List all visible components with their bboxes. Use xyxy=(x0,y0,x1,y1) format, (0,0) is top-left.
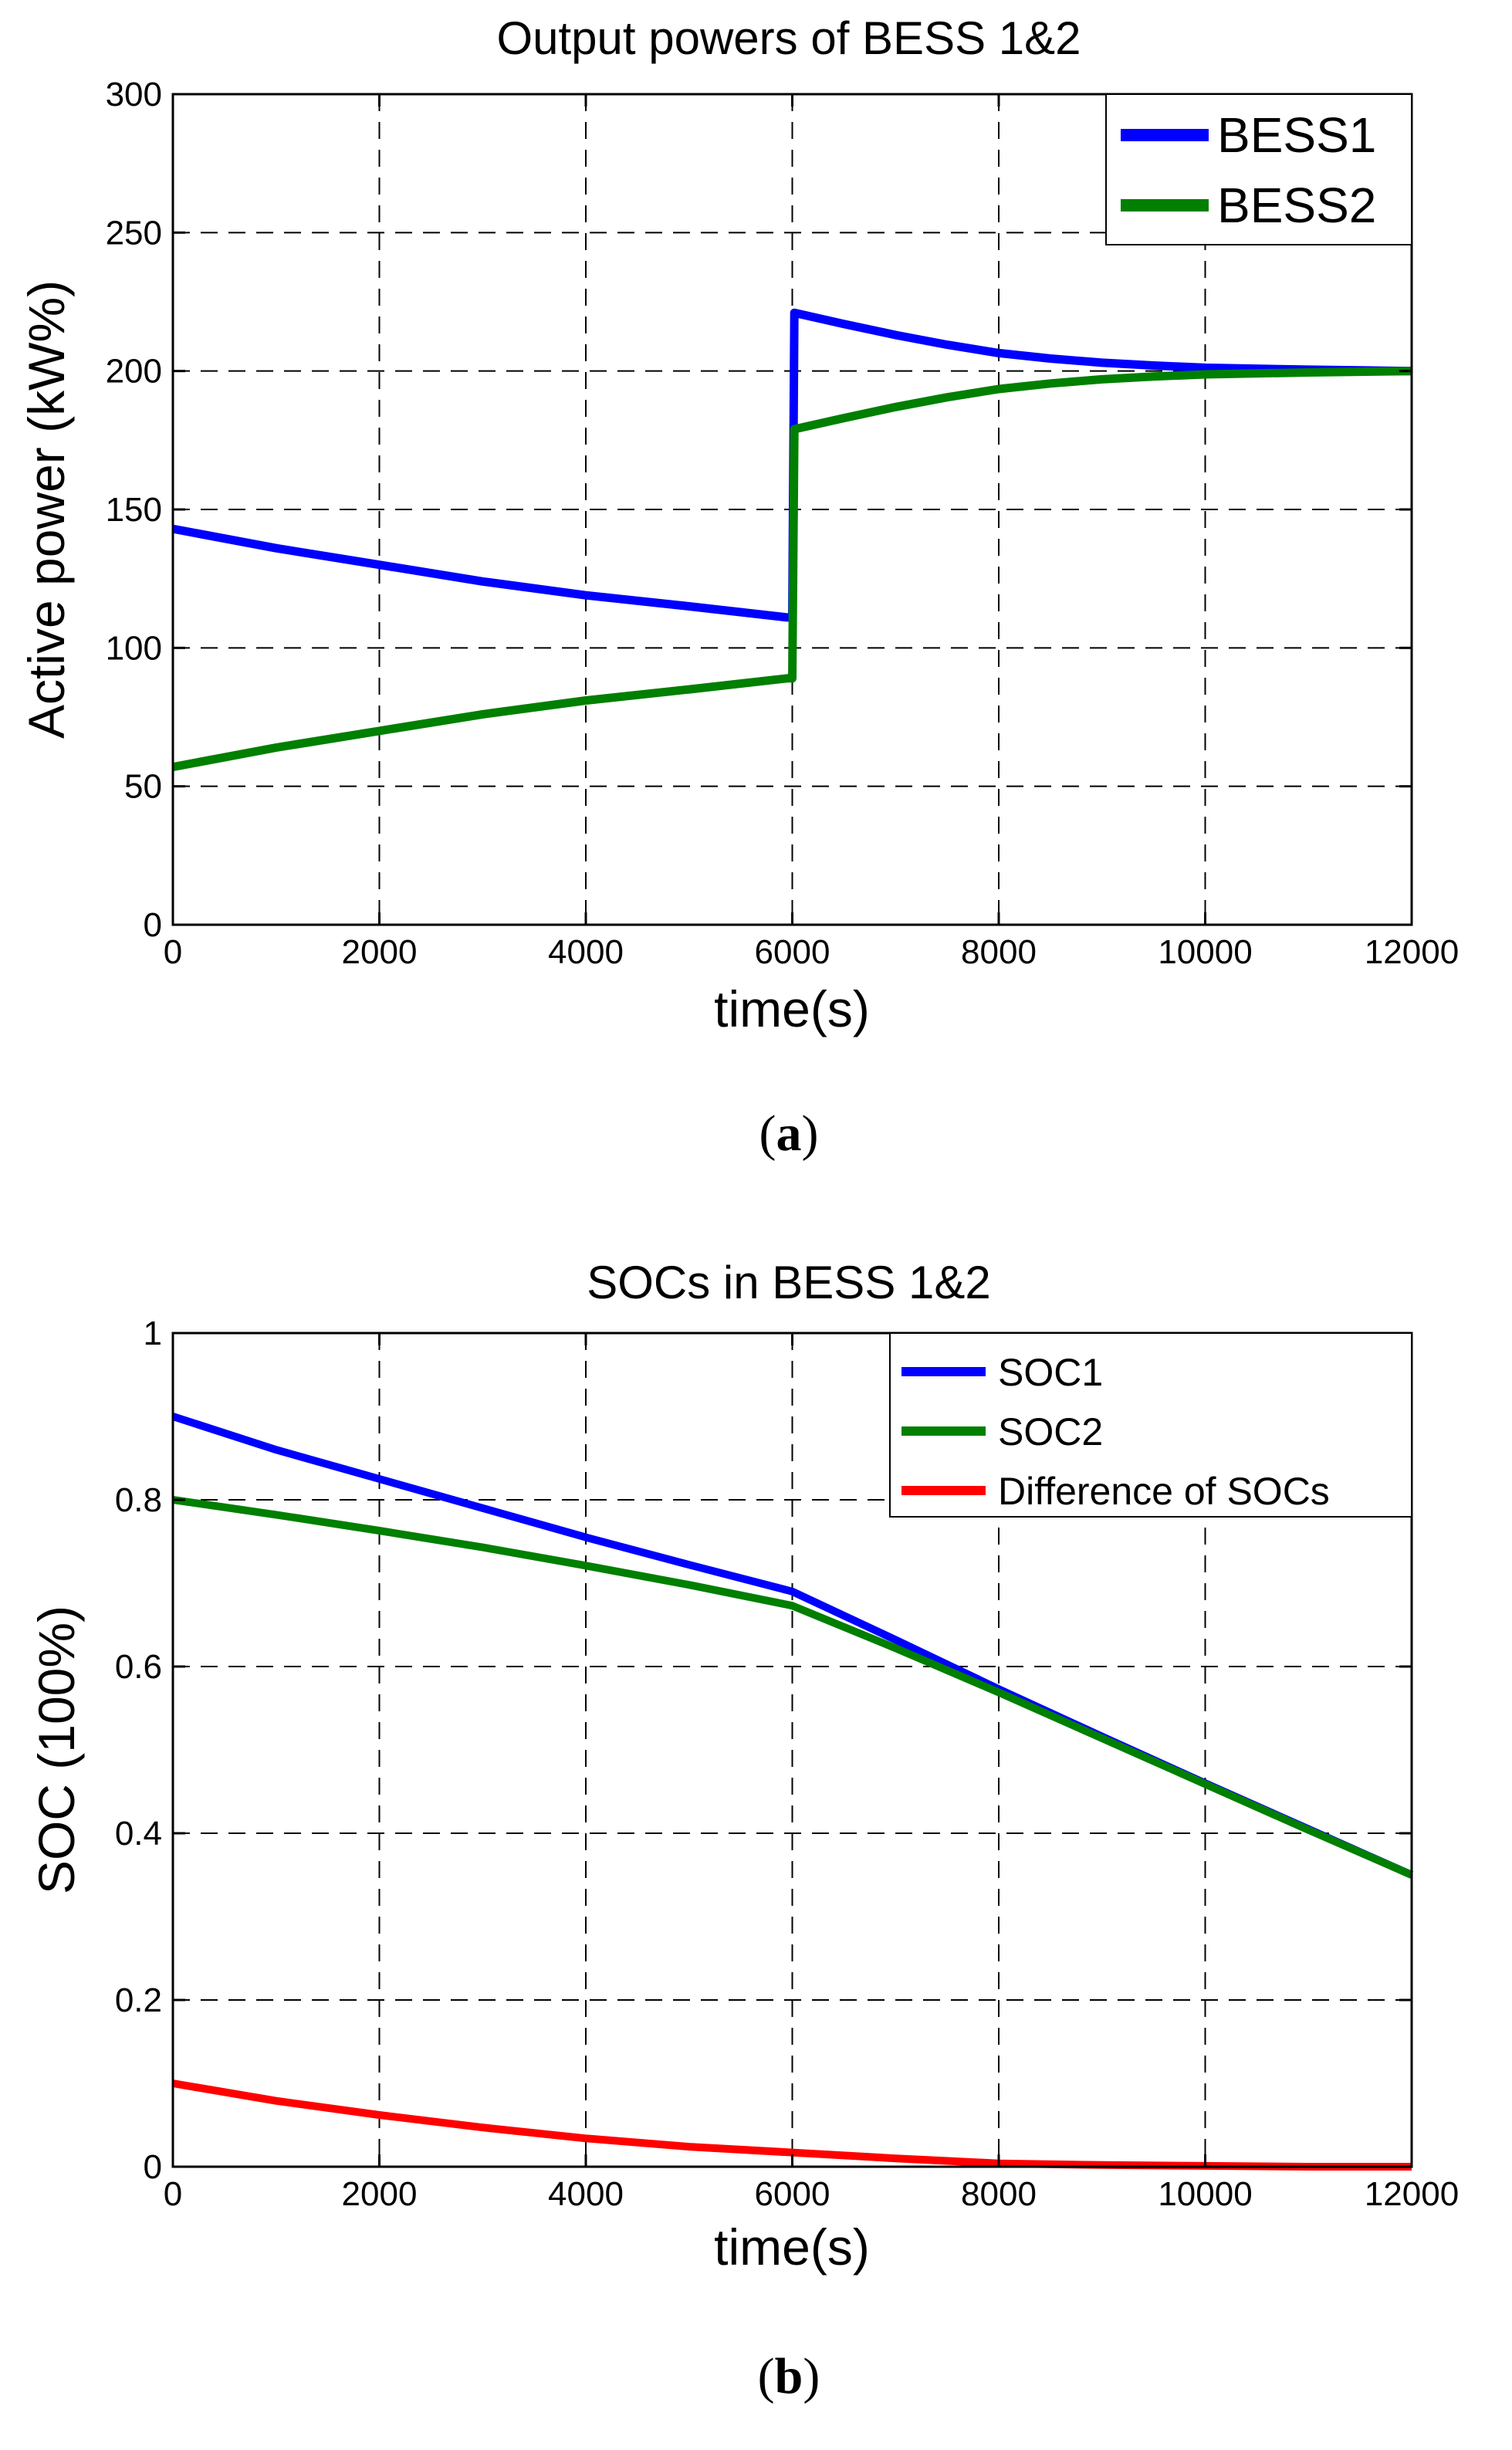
y-tick-label: 100 xyxy=(106,629,162,667)
x-tick-label: 8000 xyxy=(961,2175,1037,2213)
x-tick-label: 12000 xyxy=(1365,933,1459,971)
legend-label-soc2: SOC2 xyxy=(998,1410,1103,1453)
y-tick-label: 0 xyxy=(144,906,162,944)
x-tick-label: 2000 xyxy=(342,2175,418,2213)
panel-caption: (b) xyxy=(758,2348,820,2404)
legend: SOC1 SOC2 Difference of SOCs xyxy=(889,1332,1412,1518)
chart-panel-a: Output powers of BESS 1&2 0 2000 4000 6000 8… xyxy=(18,12,1459,1162)
series-line-bess1 xyxy=(171,308,1412,622)
ticks: 0 2000 4000 6000 8000 10000 12000 0 50 100 150 200 2… xyxy=(106,76,1460,971)
x-tick-label: 10000 xyxy=(1158,933,1252,971)
panel-caption: (a) xyxy=(759,1105,819,1162)
y-tick-label: 0.6 xyxy=(115,1648,162,1686)
y-tick-label: 0.8 xyxy=(115,1481,162,1519)
y-tick-label: 150 xyxy=(106,491,162,529)
x-tick-label: 2000 xyxy=(342,933,418,971)
x-tick-label: 6000 xyxy=(755,2175,830,2213)
chart-panel-b: SOCs in BESS 1&2 0 2000 4000 6000 8000 10000 1… xyxy=(28,1257,1459,2404)
legend-box xyxy=(1105,93,1412,245)
x-axis-label: time(s) xyxy=(714,2218,870,2276)
legend-label-soc1: SOC1 xyxy=(998,1351,1103,1394)
y-tick-label: 200 xyxy=(106,353,162,391)
y-tick-label: 0 xyxy=(144,2148,162,2186)
y-axis-label: Active power (kW%) xyxy=(18,280,75,739)
series-line-soc2 xyxy=(172,1496,1413,1879)
y-tick-label: 1 xyxy=(144,1315,162,1352)
y-tick-label: 50 xyxy=(124,768,162,806)
x-tick-label: 10000 xyxy=(1158,2175,1252,2213)
x-tick-label: 4000 xyxy=(548,2175,624,2213)
series-lines xyxy=(171,308,1412,772)
x-tick-label: 6000 xyxy=(755,933,830,971)
y-tick-label: 0.2 xyxy=(115,1981,162,2019)
x-tick-label: 12000 xyxy=(1365,2175,1459,2213)
x-tick-label: 0 xyxy=(164,933,182,971)
legend-label-bess1: BESS1 xyxy=(1217,107,1376,163)
y-tick-label: 250 xyxy=(106,214,162,252)
legend-label-difference: Difference of SOCs xyxy=(998,1470,1330,1513)
y-tick-label: 300 xyxy=(106,76,162,113)
ticks: 0 2000 4000 6000 8000 10000 12000 0 0.2 0.4 0.6 0.8… xyxy=(115,1315,1459,2213)
caption-letter: a xyxy=(776,1105,802,1162)
chart-title: SOCs in BESS 1&2 xyxy=(587,1257,991,1308)
y-axis-label: SOC (100%) xyxy=(28,1606,85,1894)
series-line-bess2 xyxy=(171,367,1412,772)
legend-label-bess2: BESS2 xyxy=(1217,178,1376,233)
x-tick-label: 0 xyxy=(164,2175,182,2213)
x-tick-label: 8000 xyxy=(961,933,1037,971)
caption-letter: b xyxy=(775,2348,803,2404)
legend: BESS1 BESS2 xyxy=(1105,93,1412,245)
x-tick-label: 4000 xyxy=(548,933,624,971)
y-tick-label: 0.4 xyxy=(115,1815,162,1853)
chart-title: Output powers of BESS 1&2 xyxy=(496,12,1081,64)
x-axis-label: time(s) xyxy=(714,980,870,1037)
